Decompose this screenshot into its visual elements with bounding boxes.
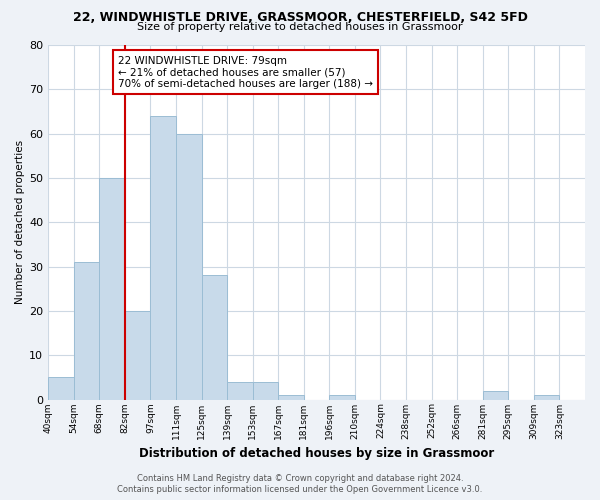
Y-axis label: Number of detached properties: Number of detached properties (15, 140, 25, 304)
Bar (176, 134, 202, 400)
Bar (202, 276, 227, 400)
Bar (253, 382, 278, 400)
Bar (483, 390, 508, 400)
X-axis label: Distribution of detached houses by size in Grassmoor: Distribution of detached houses by size … (139, 447, 494, 460)
Bar (99, 178, 125, 400)
Bar (329, 395, 355, 400)
Text: 22 WINDWHISTLE DRIVE: 79sqm
← 21% of detached houses are smaller (57)
70% of sem: 22 WINDWHISTLE DRIVE: 79sqm ← 21% of det… (118, 56, 373, 89)
Bar (534, 395, 559, 400)
Bar (278, 395, 304, 400)
Text: Size of property relative to detached houses in Grassmoor: Size of property relative to detached ho… (137, 22, 463, 32)
Text: Contains HM Land Registry data © Crown copyright and database right 2024.
Contai: Contains HM Land Registry data © Crown c… (118, 474, 482, 494)
Bar (74, 262, 99, 400)
Bar (125, 311, 151, 400)
Text: 22, WINDWHISTLE DRIVE, GRASSMOOR, CHESTERFIELD, S42 5FD: 22, WINDWHISTLE DRIVE, GRASSMOOR, CHESTE… (73, 11, 527, 24)
Bar (227, 382, 253, 400)
Bar (151, 116, 176, 400)
Bar (48, 378, 74, 400)
